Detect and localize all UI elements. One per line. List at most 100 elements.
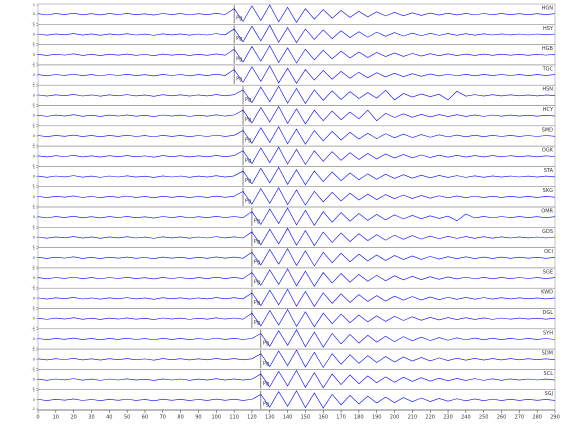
waveform bbox=[37, 166, 556, 186]
y-tick-label: 1 bbox=[33, 247, 35, 251]
y-tick-label: 0 bbox=[33, 53, 35, 57]
y-tick-label: -1 bbox=[32, 163, 36, 167]
station-label: SMD bbox=[542, 127, 553, 133]
pick-label: Pg bbox=[254, 239, 260, 245]
y-tick-label: 1 bbox=[33, 267, 35, 271]
x-tick-label: 290 bbox=[550, 415, 560, 421]
pick-label: Pg bbox=[245, 178, 251, 184]
y-tick-label: 1 bbox=[33, 64, 35, 68]
x-tick-label: 140 bbox=[283, 415, 293, 421]
y-tick-label: 0 bbox=[33, 154, 35, 158]
y-tick-label: 0 bbox=[33, 378, 35, 382]
x-tick-label: 210 bbox=[408, 415, 418, 421]
y-tick-label: 0 bbox=[33, 175, 35, 179]
y-tick-label: 0 bbox=[33, 276, 35, 280]
station-label: DGL bbox=[542, 310, 553, 316]
waveform bbox=[37, 390, 556, 409]
y-tick-label: -1 bbox=[32, 245, 36, 249]
y-tick-label: -1 bbox=[32, 224, 36, 228]
y-tick-label: 0 bbox=[33, 195, 35, 199]
y-tick-label: 1 bbox=[33, 3, 35, 7]
x-tick-label: 70 bbox=[160, 415, 166, 421]
y-tick-label: -1 bbox=[32, 143, 36, 147]
y-tick-label: 1 bbox=[33, 308, 35, 312]
x-tick-label: 30 bbox=[88, 415, 94, 421]
station-label: TGC bbox=[542, 66, 554, 72]
y-tick-label: -1 bbox=[32, 265, 36, 269]
x-tick-label: 240 bbox=[461, 415, 471, 421]
x-tick-label: 230 bbox=[443, 415, 453, 421]
waveform bbox=[37, 65, 556, 84]
waveform bbox=[37, 4, 556, 23]
x-tick-label: 150 bbox=[301, 415, 311, 421]
y-tick-label: -1 bbox=[32, 285, 36, 289]
y-tick-label: 1 bbox=[33, 23, 35, 27]
y-tick-label: 0 bbox=[33, 337, 35, 341]
waveform bbox=[37, 207, 556, 226]
y-tick-label: 0 bbox=[33, 32, 35, 36]
waveform bbox=[37, 247, 556, 267]
x-tick-label: 270 bbox=[515, 415, 525, 421]
x-tick-label: 250 bbox=[479, 415, 489, 421]
y-tick-label: -1 bbox=[32, 346, 36, 350]
y-tick-label: 0 bbox=[33, 256, 35, 260]
x-tick-label: 90 bbox=[195, 415, 201, 421]
waveform bbox=[37, 44, 556, 64]
x-tick-label: 0 bbox=[36, 415, 39, 421]
y-tick-label: 1 bbox=[33, 125, 35, 129]
y-tick-label: 1 bbox=[33, 389, 35, 393]
x-tick-label: 80 bbox=[177, 415, 183, 421]
pick-label: Pg bbox=[245, 198, 251, 204]
x-tick-label: 120 bbox=[247, 415, 257, 421]
y-tick-label: 0 bbox=[33, 215, 35, 219]
y-tick-label: 0 bbox=[33, 235, 35, 239]
waveform bbox=[37, 126, 556, 145]
y-tick-label: 1 bbox=[33, 328, 35, 332]
y-tick-label: -1 bbox=[32, 42, 36, 46]
station-label: SDM bbox=[542, 351, 553, 357]
y-tick-label: -1 bbox=[32, 82, 36, 86]
x-tick-label: 130 bbox=[265, 415, 275, 421]
station-label: SKG bbox=[543, 188, 553, 194]
y-tick-label: -1 bbox=[32, 326, 36, 330]
pick-label: Pg bbox=[254, 320, 260, 326]
x-tick-label: 160 bbox=[318, 415, 328, 421]
y-tick-label: -1 bbox=[32, 123, 36, 127]
waveform bbox=[37, 369, 556, 389]
station-label: KWD bbox=[541, 290, 553, 296]
y-tick-label: 0 bbox=[33, 93, 35, 97]
waveform bbox=[37, 268, 556, 287]
station-label: HSN bbox=[542, 87, 553, 93]
station-label: STA bbox=[544, 168, 554, 174]
y-tick-label: 0 bbox=[33, 12, 35, 16]
y-tick-label: -1 bbox=[32, 62, 36, 66]
y-tick-label: 1 bbox=[33, 105, 35, 109]
pick-label: Pg bbox=[245, 138, 251, 144]
waveform bbox=[37, 24, 556, 44]
station-label: GDS bbox=[542, 229, 553, 235]
x-tick-label: 260 bbox=[497, 415, 507, 421]
y-tick-label: 0 bbox=[33, 114, 35, 118]
x-tick-label: 20 bbox=[70, 415, 76, 421]
station-label: SYH bbox=[543, 330, 553, 336]
y-tick-label: 0 bbox=[33, 317, 35, 321]
x-tick-label: 10 bbox=[53, 415, 59, 421]
x-tick-label: 40 bbox=[106, 415, 112, 421]
y-tick-label: -1 bbox=[32, 204, 36, 208]
pick-label: Pg bbox=[245, 117, 251, 123]
waveform bbox=[37, 308, 556, 328]
waveform bbox=[37, 187, 556, 206]
pick-label: Pg bbox=[236, 16, 242, 22]
x-tick-label: 110 bbox=[229, 415, 239, 421]
x-tick-label: 100 bbox=[212, 415, 222, 421]
pick-label: Pg bbox=[254, 280, 260, 286]
x-tick-label: 220 bbox=[425, 415, 435, 421]
y-tick-label: -1 bbox=[32, 21, 36, 25]
y-tick-label: 1 bbox=[33, 368, 35, 372]
y-tick-label: 1 bbox=[33, 44, 35, 48]
y-tick-label: 0 bbox=[33, 134, 35, 138]
y-tick-label: 1 bbox=[33, 226, 35, 230]
pick-label: Pg bbox=[254, 219, 260, 225]
waveform bbox=[37, 105, 556, 125]
